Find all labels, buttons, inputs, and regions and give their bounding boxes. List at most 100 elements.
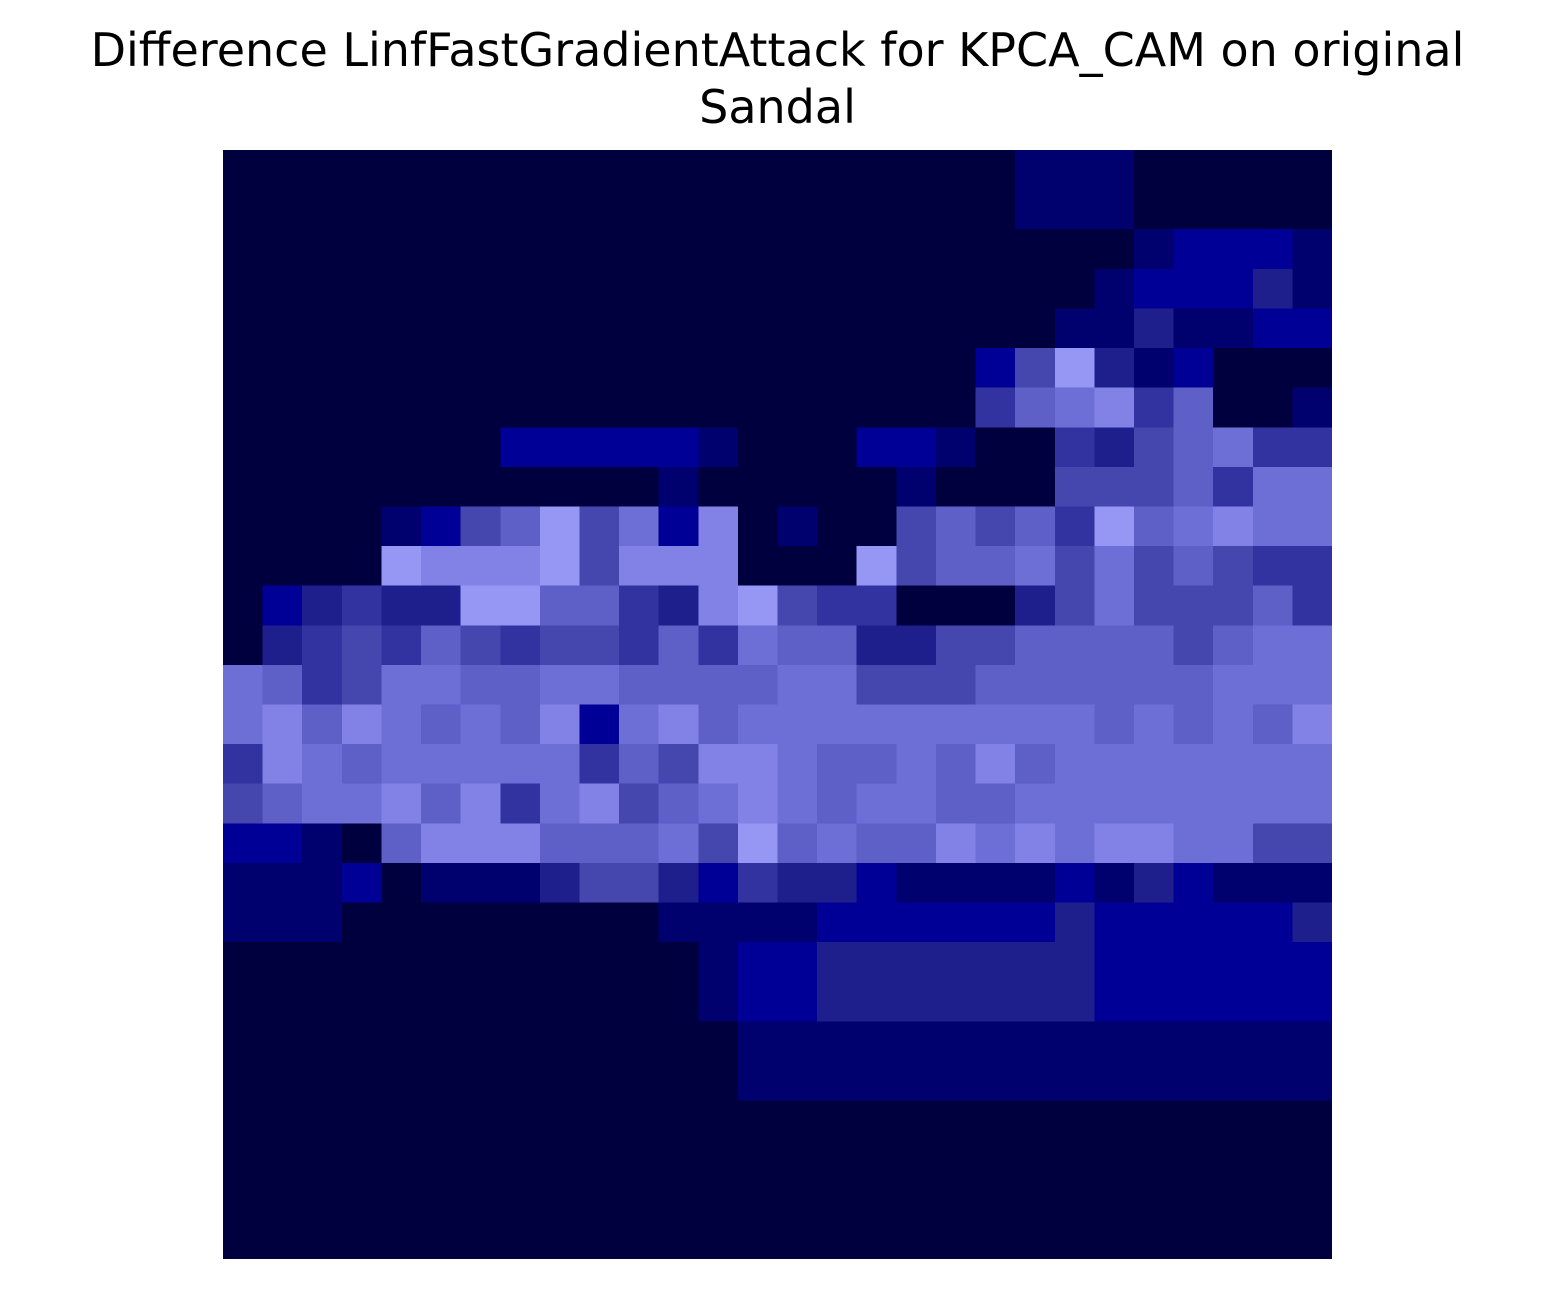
heatmap-cell <box>777 348 818 389</box>
heatmap-cell <box>698 506 739 547</box>
heatmap-cell <box>817 546 858 587</box>
heatmap-cell <box>381 1140 422 1181</box>
heatmap-cell <box>302 348 343 389</box>
heatmap-cell <box>856 1179 898 1221</box>
heatmap-cell <box>223 744 264 785</box>
heatmap-cell <box>1015 268 1056 310</box>
heatmap-cell <box>1173 1140 1214 1181</box>
heatmap-cell <box>262 466 304 508</box>
heatmap-cell <box>619 466 660 508</box>
heatmap-cell <box>1094 1060 1135 1102</box>
heatmap-cell <box>500 387 541 429</box>
heatmap-cell <box>658 1100 700 1141</box>
heatmap-cell <box>658 783 700 825</box>
heatmap-cell <box>421 189 462 231</box>
heatmap-cell <box>1292 942 1332 983</box>
heatmap-cell <box>381 1021 422 1062</box>
heatmap-cell <box>737 704 779 745</box>
heatmap-cell <box>302 268 343 310</box>
heatmap-cell <box>1015 387 1056 429</box>
heatmap-cell <box>698 1021 739 1062</box>
heatmap-cell <box>1094 942 1135 983</box>
heatmap-cell <box>856 427 898 468</box>
heatmap-cell <box>381 823 422 864</box>
heatmap-cell <box>500 229 541 270</box>
heatmap-cell <box>421 625 462 666</box>
heatmap-cell <box>302 466 343 508</box>
heatmap-cell <box>262 150 304 191</box>
heatmap-cell <box>381 664 422 706</box>
heatmap-cell <box>500 862 541 904</box>
heatmap-cell <box>817 902 858 943</box>
heatmap-cell <box>500 506 541 547</box>
heatmap-cell <box>619 1100 660 1141</box>
heatmap-cell <box>579 1100 620 1141</box>
heatmap-cell <box>698 823 739 864</box>
heatmap-cell <box>341 1140 383 1181</box>
heatmap-cell <box>1213 783 1254 825</box>
heatmap-cell <box>817 862 858 904</box>
heatmap-cell <box>856 585 898 627</box>
heatmap-cell <box>1213 1021 1254 1062</box>
heatmap-cell <box>1054 585 1096 627</box>
heatmap-cell <box>302 585 343 627</box>
heatmap-cell <box>381 1060 422 1102</box>
heatmap-cell <box>737 1179 779 1221</box>
heatmap-cell <box>737 664 779 706</box>
heatmap-cell <box>500 150 541 191</box>
heatmap-cell <box>381 585 422 627</box>
heatmap-cell <box>1173 823 1214 864</box>
heatmap-cell <box>817 268 858 310</box>
heatmap-cell <box>698 942 739 983</box>
heatmap-cell <box>1292 744 1332 785</box>
heatmap-cell <box>737 466 779 508</box>
heatmap-cell <box>896 823 937 864</box>
heatmap-cell <box>381 268 422 310</box>
heatmap-cell <box>1252 783 1294 825</box>
heatmap-cell <box>262 704 304 745</box>
heatmap-cell <box>698 862 739 904</box>
heatmap-cell <box>619 664 660 706</box>
heatmap-cell <box>975 1219 1016 1259</box>
heatmap-cell <box>223 664 264 706</box>
heatmap-cell <box>856 268 898 310</box>
heatmap-cell <box>777 387 818 429</box>
heatmap-cell <box>1292 1179 1332 1221</box>
heatmap-cell <box>1015 348 1056 389</box>
heatmap-cell <box>460 704 502 745</box>
heatmap-cell <box>500 268 541 310</box>
heatmap-cell <box>1292 902 1332 943</box>
heatmap-cell <box>619 268 660 310</box>
heatmap-cell <box>1292 268 1332 310</box>
heatmap-cell <box>1054 506 1096 547</box>
heatmap-cell <box>421 981 462 1023</box>
heatmap-cell <box>1173 1021 1214 1062</box>
heatmap-cell <box>1252 585 1294 627</box>
heatmap-cell <box>817 625 858 666</box>
heatmap-cell <box>1094 150 1135 191</box>
heatmap-cell <box>1213 1179 1254 1221</box>
heatmap-cell <box>777 664 818 706</box>
heatmap-cell <box>1133 466 1175 508</box>
heatmap-cell <box>223 981 264 1023</box>
heatmap-cell <box>460 664 502 706</box>
heatmap-cell <box>1213 664 1254 706</box>
heatmap-cell <box>1252 1021 1294 1062</box>
heatmap-cell <box>1015 942 1056 983</box>
heatmap-cell <box>975 150 1016 191</box>
heatmap-cell <box>1252 704 1294 745</box>
heatmap-cell <box>262 268 304 310</box>
heatmap-cell <box>1173 704 1214 745</box>
heatmap-cell <box>658 466 700 508</box>
heatmap-cell <box>896 427 937 468</box>
heatmap-cell <box>1213 506 1254 547</box>
heatmap-cell <box>698 348 739 389</box>
heatmap-cell <box>1015 744 1056 785</box>
heatmap-cell <box>817 704 858 745</box>
heatmap-cell <box>817 466 858 508</box>
heatmap-cell <box>223 823 264 864</box>
heatmap-cell <box>1133 189 1175 231</box>
heatmap-cell <box>975 1060 1016 1102</box>
heatmap-cell <box>1133 150 1175 191</box>
heatmap-cell <box>1292 1100 1332 1141</box>
